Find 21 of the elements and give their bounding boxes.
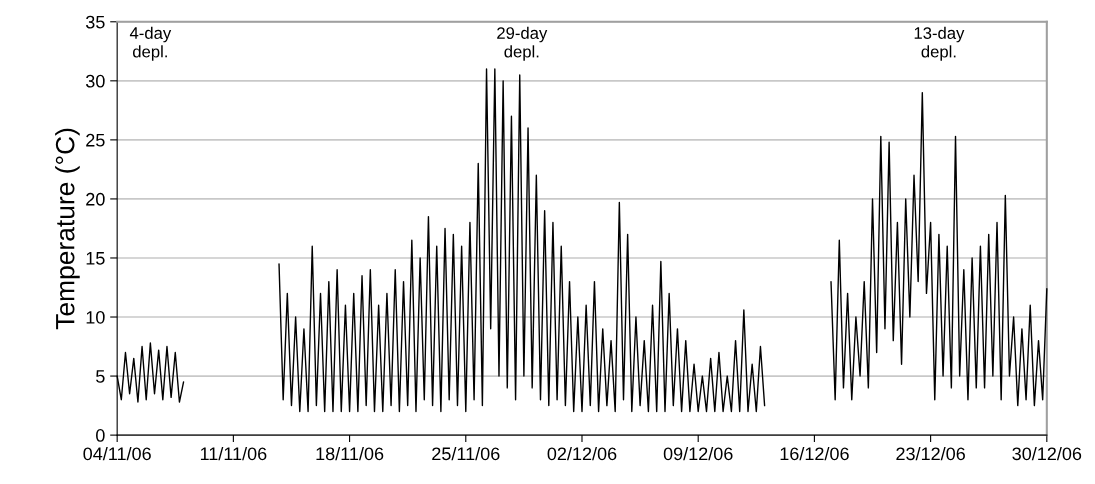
x-tick-label: 25/11/06 <box>432 446 500 461</box>
y-tick-label: 20 <box>86 192 105 206</box>
y-tick-label: 30 <box>85 74 105 88</box>
x-tick-label: 11/11/06 <box>200 446 267 461</box>
x-tick-label: 09/12/06 <box>663 446 733 461</box>
x-tick-label: 16/12/06 <box>780 446 849 461</box>
y-tick-label: 35 <box>85 15 105 29</box>
annotation: 29-day depl. <box>497 26 548 61</box>
y-axis-title: Temperature (°C) <box>55 128 80 330</box>
y-tick-label: 5 <box>96 370 105 383</box>
x-tick-label: 02/12/06 <box>547 446 617 461</box>
y-tick-label: 25 <box>86 133 105 147</box>
x-tick-label: 23/12/06 <box>896 446 965 461</box>
annotation: 13-day depl. <box>914 26 965 61</box>
y-tick-label: 10 <box>86 310 105 324</box>
y-tick-label: 15 <box>86 252 105 265</box>
x-tick-label: 18/11/06 <box>316 446 384 461</box>
y-tick-label: 0 <box>96 429 105 442</box>
x-tick-label: 04/11/06 <box>83 446 151 461</box>
x-tick-label: 30/12/06 <box>1012 446 1082 461</box>
annotation: 4-day depl. <box>129 26 172 61</box>
